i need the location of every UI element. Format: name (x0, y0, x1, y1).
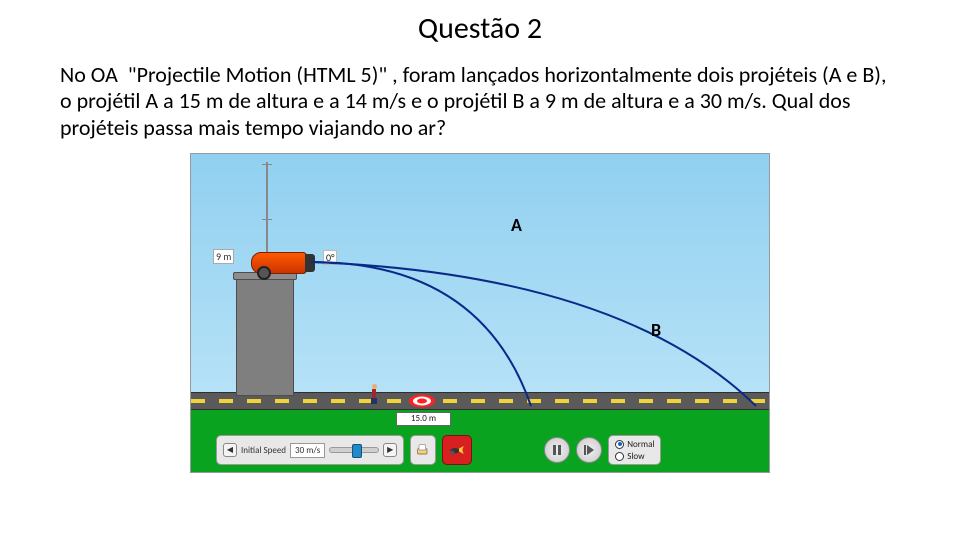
question-text: No OA "Projectile Motion (HTML 5)" , for… (0, 52, 960, 141)
target-icon (409, 394, 435, 408)
cannon-angle-label: 0° (323, 250, 337, 265)
cannon-pedestal (236, 276, 294, 396)
trajectory-label-b: B (651, 319, 661, 341)
erase-button[interactable] (410, 435, 436, 465)
road-dashes (191, 399, 769, 403)
fire-button[interactable] (442, 435, 472, 465)
radio-slow[interactable] (615, 452, 624, 461)
cannon-height-label: 9 m (213, 249, 234, 264)
step-button[interactable] (576, 437, 602, 463)
speed-slider[interactable] (329, 447, 379, 453)
trajectory-label-a: A (511, 214, 522, 236)
control-panel: ◀ Initial Speed 30 m/s ▶ (216, 434, 661, 466)
page-title: Questão 2 (0, 0, 960, 52)
speed-increase-button[interactable]: ▶ (383, 443, 397, 457)
speed-label: Initial Speed (241, 445, 286, 456)
speed-mode-radios: Normal Slow (608, 435, 661, 465)
pause-button[interactable] (544, 437, 570, 463)
person-figure (369, 384, 379, 404)
radio-slow-label: Slow (627, 451, 644, 462)
speed-control: ◀ Initial Speed 30 m/s ▶ (216, 435, 404, 465)
eraser-icon (415, 442, 431, 458)
ruler-tick (262, 164, 272, 165)
target-distance-label: 15.0 m (396, 412, 451, 426)
cannon-fire-icon (449, 442, 465, 458)
ruler-tick (262, 219, 272, 220)
step-icon (583, 444, 595, 456)
pause-icon (551, 444, 563, 456)
speed-decrease-button[interactable]: ◀ (223, 443, 237, 457)
speed-slider-thumb[interactable] (352, 444, 362, 458)
speed-value: 30 m/s (290, 443, 325, 458)
simulation-canvas: 9 m 0° A B 15.0 m ◀ Initial S (190, 153, 770, 473)
cannon-mouth (305, 254, 315, 272)
radio-normal[interactable] (615, 440, 624, 449)
simulation-figure: 9 m 0° A B 15.0 m ◀ Initial S (190, 153, 770, 473)
radio-normal-label: Normal (627, 439, 654, 450)
